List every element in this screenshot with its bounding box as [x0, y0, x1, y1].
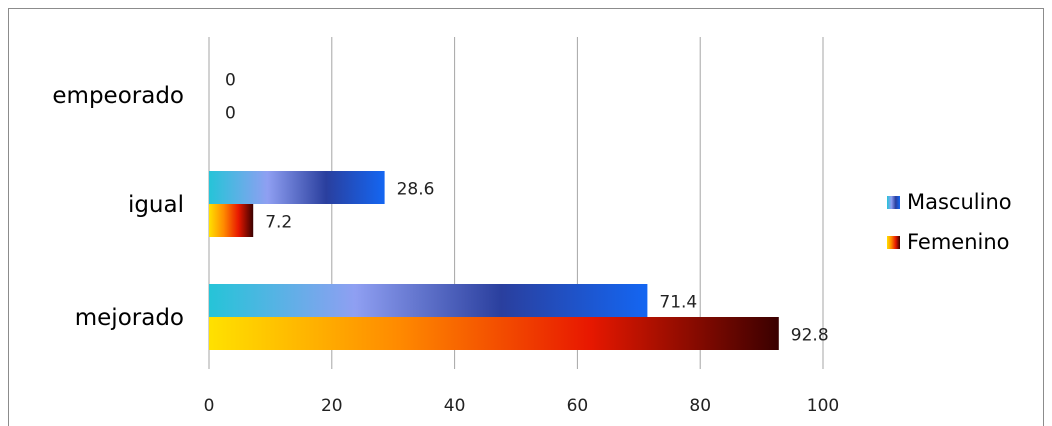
x-tick-label: 40	[444, 396, 466, 416]
legend-label-masculino: Masculino	[907, 190, 1012, 214]
category-label: mejorado	[75, 305, 184, 331]
bar-femenino-igual	[209, 204, 254, 237]
category-label: igual	[128, 192, 184, 218]
x-tick-label: 20	[321, 396, 343, 416]
data-label: 0	[225, 104, 236, 124]
bar-masculino-igual	[209, 171, 385, 204]
legend-swatch-masculino	[887, 196, 900, 209]
x-tick-label: 60	[567, 396, 589, 416]
category-label: empeorado	[52, 83, 184, 109]
x-tick-label: 0	[204, 396, 215, 416]
data-label: 71.4	[659, 293, 697, 313]
legend-swatch-femenino	[887, 236, 900, 249]
bar-masculino-mejorado	[209, 284, 648, 317]
bar-femenino-mejorado	[209, 317, 779, 350]
labels: 0 20 40 60 80 100 empeorado igual mejorado 0 0 28.6…	[52, 71, 839, 417]
legend: Masculino Femenino	[887, 190, 1012, 254]
legend-label-femenino: Femenino	[907, 230, 1010, 254]
data-label: 92.8	[791, 326, 829, 346]
data-label: 28.6	[397, 180, 435, 200]
x-tick-label: 100	[807, 396, 839, 416]
chart-frame	[8, 8, 1044, 426]
data-label: 0	[225, 71, 236, 91]
bars	[209, 171, 779, 350]
x-tick-label: 80	[689, 396, 711, 416]
data-label: 7.2	[265, 213, 292, 233]
